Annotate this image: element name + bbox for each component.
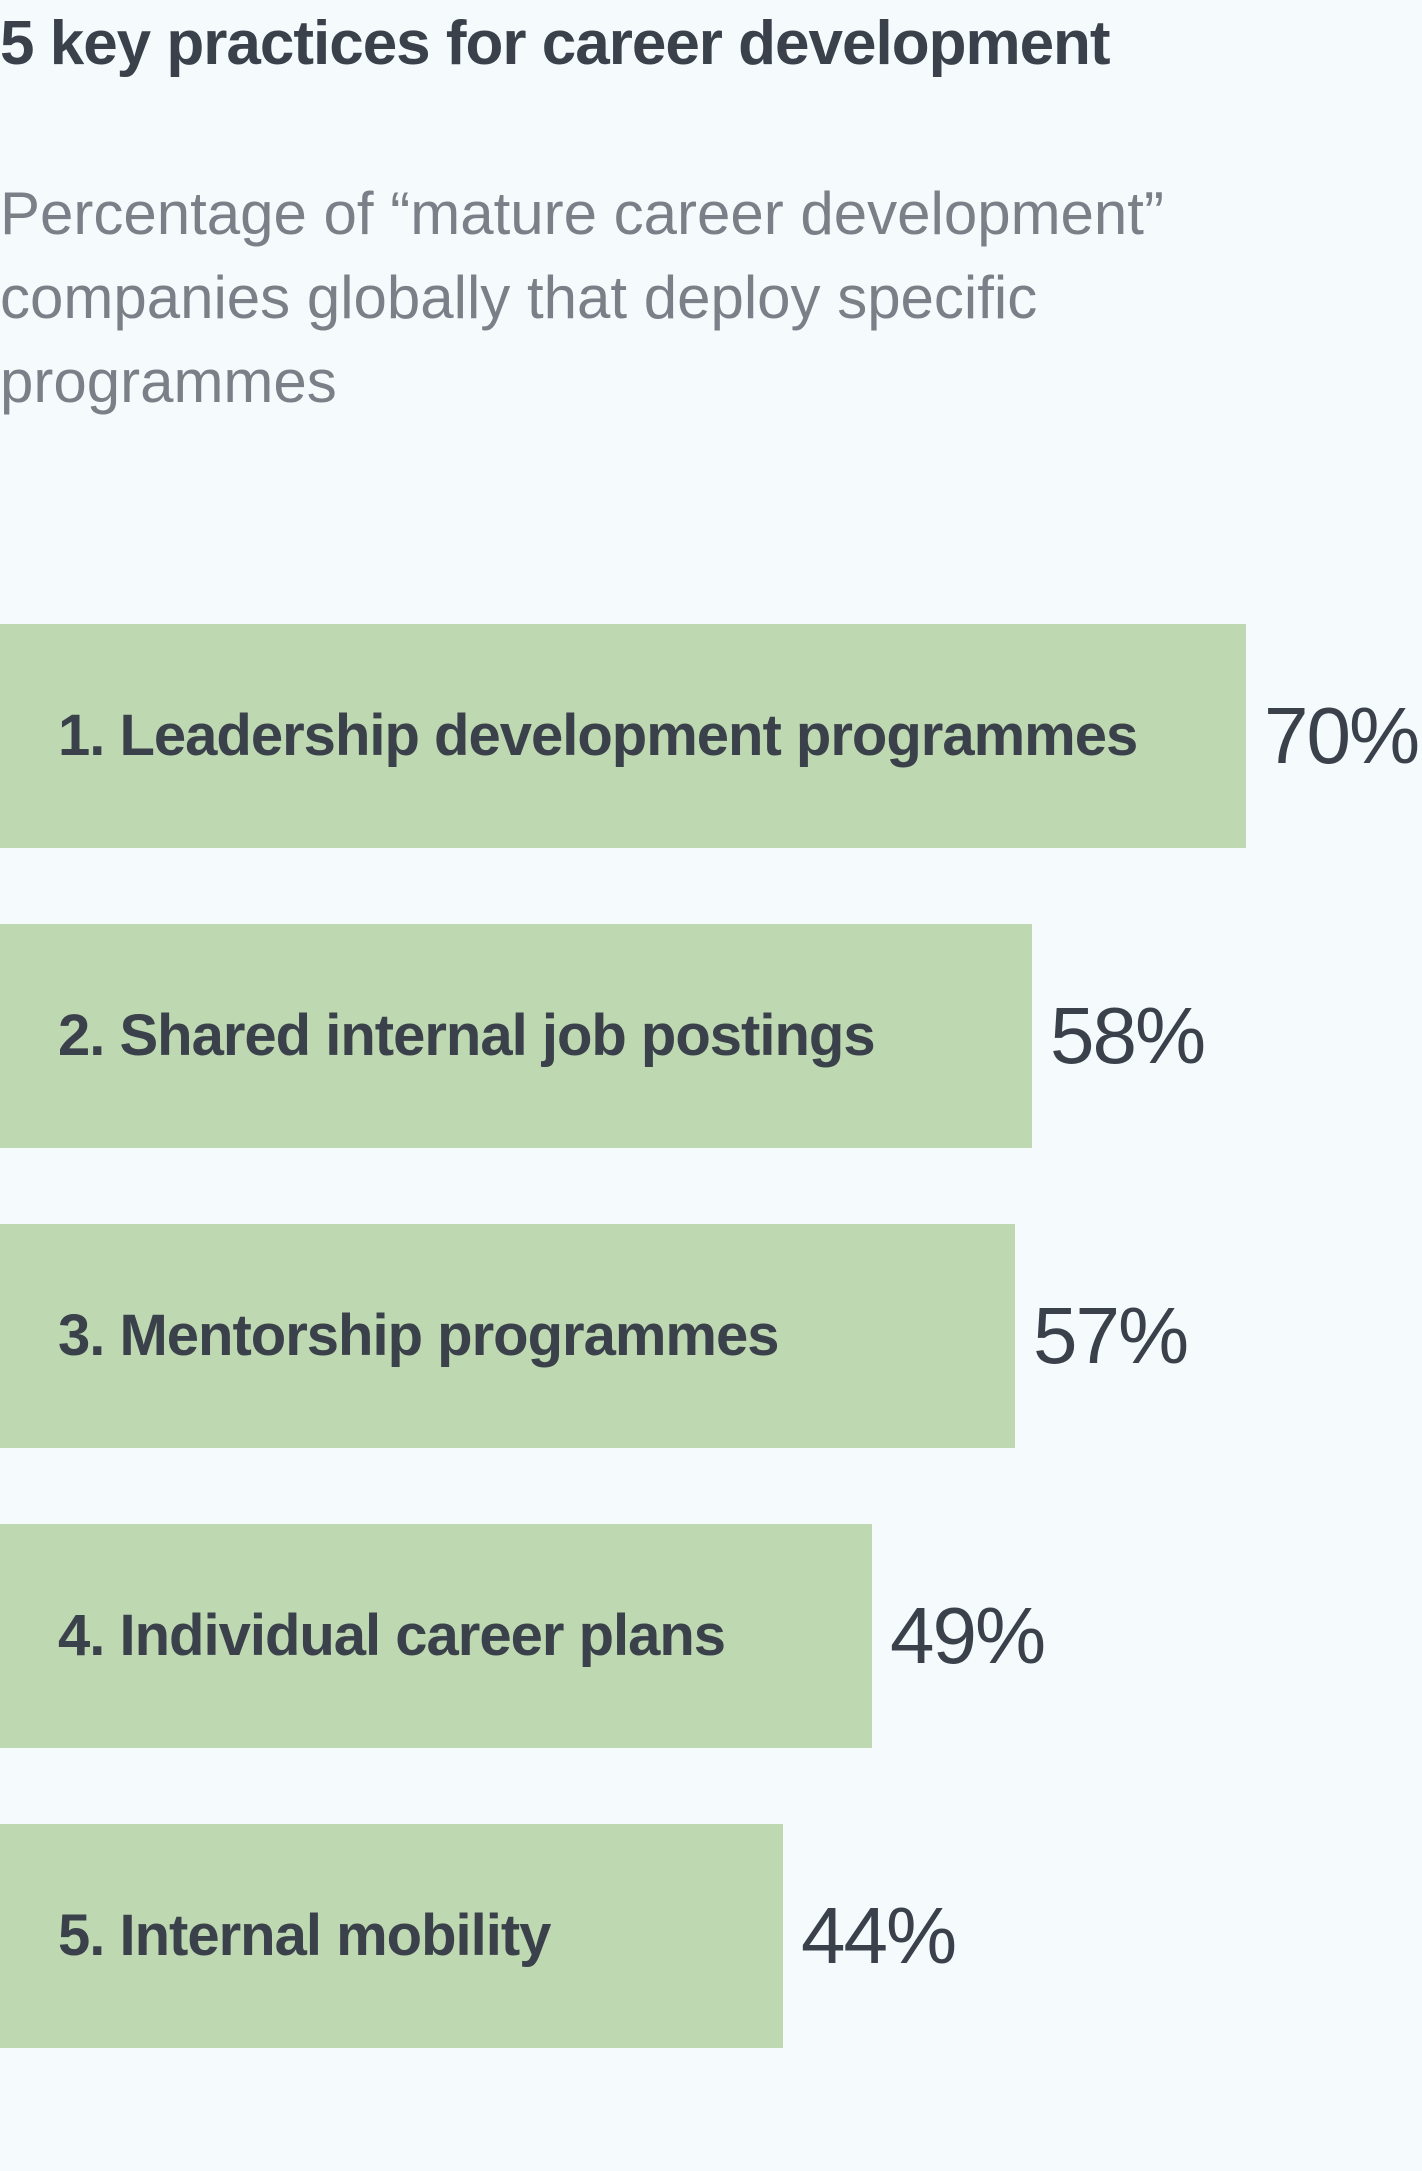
- bar-category-label: 2. Shared internal job postings: [58, 1003, 876, 1068]
- bar-5: 5. Internal mobility: [0, 1824, 783, 2048]
- bar-value-label: 44%: [801, 1891, 957, 1980]
- bar-category-label: 5. Internal mobility: [58, 1903, 551, 1968]
- bar-value-label: 57%: [1033, 1291, 1189, 1380]
- bar-category-label: 4. Individual career plans: [58, 1603, 726, 1668]
- bar-4: 4. Individual career plans: [0, 1524, 872, 1748]
- bar-category-label: 3. Mentorship programmes: [58, 1303, 779, 1368]
- bar-value-label: 70%: [1264, 691, 1420, 780]
- bar-3: 3. Mentorship programmes: [0, 1224, 1015, 1448]
- bar-value-label: 58%: [1050, 991, 1206, 1080]
- chart-subtitle: Percentage of “mature career development…: [0, 180, 1164, 415]
- bar-chart: 1. Leadership development programmes 70% 2…: [0, 624, 1422, 2048]
- chart-title: 5 key practices for career development: [0, 9, 1111, 78]
- bar-2: 2. Shared internal job postings: [0, 924, 1032, 1148]
- bar-value-label: 49%: [890, 1591, 1046, 1680]
- bar-1: 1. Leadership development programmes: [0, 624, 1246, 848]
- bar-category-label: 1. Leadership development programmes: [58, 703, 1138, 768]
